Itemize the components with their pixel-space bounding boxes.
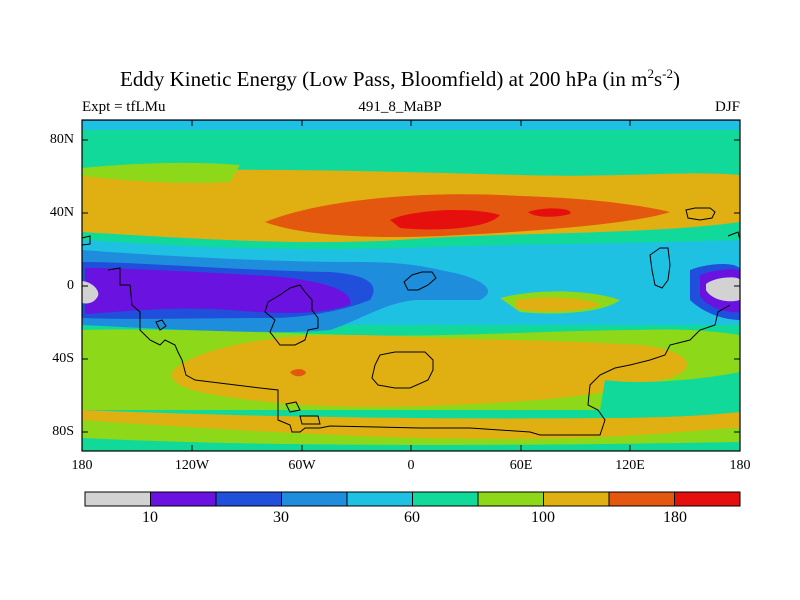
colorbar — [84, 491, 741, 507]
map-title: Eddy Kinetic Energy (Low Pass, Bloomfiel… — [120, 66, 680, 91]
colorbar-box — [84, 491, 151, 507]
map-fill — [82, 120, 740, 451]
x-label-180e: 180 — [729, 458, 751, 473]
y-ticks — [82, 139, 740, 433]
colorbar-box — [412, 491, 479, 507]
coastline-small-island-2 — [285, 401, 301, 413]
coastline-central-america — [264, 284, 319, 346]
y-label-40n: 40N — [49, 205, 74, 220]
x-label-60w: 60W — [288, 458, 316, 473]
season-label: DJF — [714, 99, 740, 115]
colorbar-box — [150, 491, 217, 507]
coastlines — [81, 207, 741, 436]
north-green-patch — [82, 162, 240, 183]
coastline-small-island-1 — [155, 319, 167, 331]
x-label-120e: 120E — [615, 458, 645, 473]
experiment-label: Expt = tfLMu — [82, 99, 166, 115]
colorbar-box — [281, 491, 348, 507]
south-jet-orange — [290, 369, 306, 377]
x-ticks — [81, 120, 741, 451]
coastline-africa-horn — [403, 271, 437, 291]
coastline-east-landmass — [649, 247, 671, 289]
colorbar-box — [215, 491, 282, 507]
south-polar-teal — [82, 438, 740, 451]
south-polar-green — [82, 420, 740, 451]
colorbar-label-180: 180 — [663, 509, 687, 526]
x-label-60e: 60E — [509, 458, 533, 473]
min-west-gray — [82, 281, 99, 304]
y-label-40s: 40S — [52, 351, 74, 366]
min-east-gray — [706, 277, 740, 302]
coastline-northeast-block — [685, 207, 716, 221]
colorbar-box — [608, 491, 675, 507]
y-label-80n: 80N — [49, 132, 74, 147]
colorbar-label-10: 10 — [142, 509, 158, 526]
colorbar-label-100: 100 — [531, 509, 555, 526]
coastline-small-island-3 — [299, 415, 321, 425]
run-id-label: 491_8_MaBP — [358, 99, 442, 115]
x-label-180w: 180 — [71, 458, 93, 473]
tropics-yellow — [515, 297, 600, 312]
coastline-main — [107, 267, 731, 436]
colorbar-label-60: 60 — [404, 509, 420, 526]
colorbar-box — [543, 491, 610, 507]
coastline-island-south — [371, 351, 434, 389]
coastline-east-edge — [727, 231, 741, 241]
south-jet-yellow — [171, 335, 687, 407]
north-jet-red-2 — [528, 208, 571, 217]
coastline-west-edge — [81, 235, 91, 246]
south-teal-patch — [600, 372, 740, 414]
tropics-purple — [85, 268, 351, 314]
x-label-120w: 120W — [174, 458, 210, 473]
north-jet-red-1 — [390, 209, 500, 230]
colorbar-box — [477, 491, 544, 507]
colorbar-label-30: 30 — [273, 509, 289, 526]
y-label-80s: 80S — [52, 424, 74, 439]
y-label-0: 0 — [67, 278, 74, 293]
colorbar-box — [346, 491, 413, 507]
colorbar-box — [674, 491, 741, 507]
x-label-0: 0 — [407, 458, 415, 473]
